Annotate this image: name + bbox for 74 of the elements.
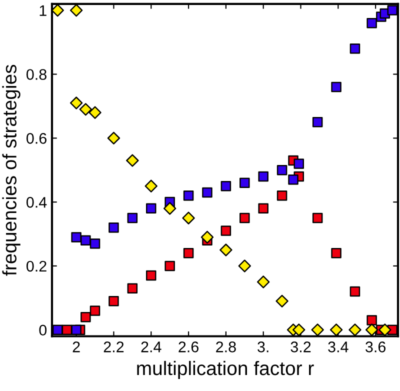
x-tick-label: 3.6 xyxy=(366,342,386,352)
point xyxy=(183,248,194,258)
point xyxy=(240,178,250,188)
point xyxy=(80,235,91,246)
x-tick-label: 2.6 xyxy=(178,342,198,352)
x-tick-label: 2.2 xyxy=(104,342,124,352)
point xyxy=(330,324,343,336)
point xyxy=(387,5,398,16)
x-tick-label: 2.4 xyxy=(141,342,162,352)
point xyxy=(220,244,232,256)
point xyxy=(258,203,268,214)
x-tick-label: 3.4 xyxy=(328,342,348,352)
point xyxy=(70,4,83,17)
point xyxy=(348,324,362,336)
point xyxy=(331,82,342,92)
point xyxy=(183,190,194,201)
point xyxy=(350,286,360,297)
point xyxy=(52,324,63,335)
point xyxy=(238,260,251,272)
point xyxy=(127,283,138,294)
point xyxy=(71,324,82,335)
y-tick-label: 0 xyxy=(39,324,47,336)
point xyxy=(312,117,323,128)
point xyxy=(182,212,195,224)
y-tick-label: 0.6 xyxy=(26,132,46,144)
point xyxy=(311,324,324,336)
x-tick-label: 3.2 xyxy=(290,342,311,352)
y-tick-label: 0.2 xyxy=(26,260,46,272)
point xyxy=(146,270,156,281)
point xyxy=(126,154,139,167)
point xyxy=(108,296,119,306)
x-axis-title: multiplication factor r xyxy=(137,360,314,380)
point xyxy=(200,230,214,244)
point xyxy=(276,164,288,176)
point xyxy=(258,171,268,182)
point xyxy=(90,306,100,316)
point xyxy=(378,324,392,336)
point xyxy=(220,226,232,236)
point xyxy=(90,238,100,249)
x-tick-label: 3. xyxy=(258,342,268,352)
point xyxy=(331,248,342,258)
point xyxy=(276,190,288,201)
point xyxy=(144,180,158,192)
point xyxy=(71,232,82,242)
point xyxy=(276,294,288,308)
x-tick-label: 2.8 xyxy=(216,342,236,352)
point xyxy=(88,106,102,119)
point xyxy=(366,18,377,28)
point xyxy=(80,312,91,322)
point xyxy=(288,174,298,185)
point xyxy=(240,212,250,224)
point xyxy=(365,324,378,336)
point xyxy=(79,103,92,116)
point xyxy=(350,44,360,54)
point xyxy=(146,203,156,214)
point xyxy=(70,96,83,110)
point xyxy=(108,222,119,233)
point xyxy=(220,180,232,192)
point xyxy=(366,315,377,326)
point xyxy=(312,212,323,224)
point xyxy=(163,202,176,215)
point xyxy=(292,324,306,336)
x-tick-label: 2 xyxy=(72,342,80,352)
y-tick-label: 0.8 xyxy=(26,69,46,80)
point xyxy=(127,212,138,224)
point xyxy=(294,158,304,169)
point xyxy=(164,260,175,272)
point xyxy=(202,187,212,198)
y-tick-label: 1 xyxy=(40,5,46,16)
y-axis-title: frequencies of strategies xyxy=(2,64,20,276)
point xyxy=(107,132,120,144)
y-tick-label: 0.4 xyxy=(26,196,47,208)
point xyxy=(51,4,64,17)
point xyxy=(256,276,270,288)
